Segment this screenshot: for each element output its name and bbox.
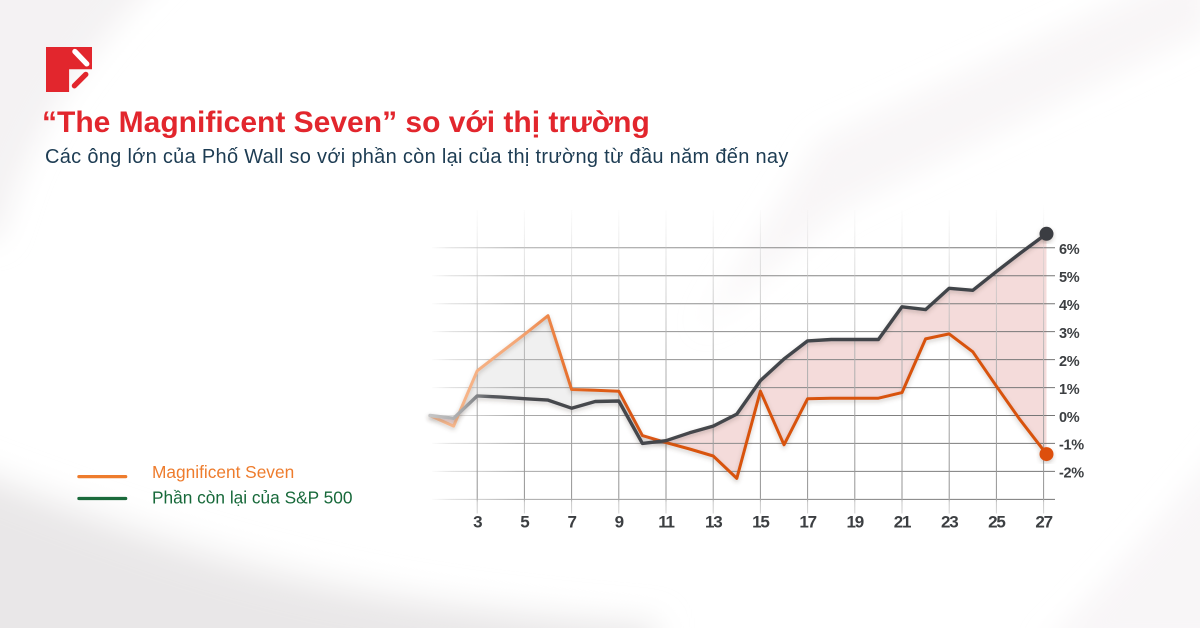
svg-text:3: 3 [473, 513, 482, 532]
svg-text:23: 23 [941, 513, 958, 532]
svg-text:25: 25 [988, 513, 1005, 532]
svg-text:2%: 2% [1059, 354, 1080, 370]
svg-text:Magnificent Seven: Magnificent Seven [152, 462, 294, 482]
svg-text:15: 15 [752, 513, 769, 532]
svg-text:-2%: -2% [1059, 466, 1084, 482]
svg-text:19: 19 [847, 513, 864, 532]
svg-text:4%: 4% [1059, 298, 1080, 314]
svg-text:7: 7 [567, 513, 576, 532]
svg-text:-1%: -1% [1059, 438, 1084, 454]
svg-text:1%: 1% [1059, 382, 1080, 398]
svg-text:11: 11 [658, 513, 674, 532]
svg-text:5%: 5% [1059, 270, 1080, 286]
svg-text:17: 17 [799, 513, 816, 532]
svg-text:21: 21 [894, 513, 911, 532]
svg-text:9: 9 [615, 513, 624, 532]
svg-text:13: 13 [705, 513, 722, 532]
svg-text:6%: 6% [1059, 242, 1080, 258]
svg-text:5: 5 [520, 513, 529, 532]
svg-text:3%: 3% [1059, 326, 1080, 342]
svg-text:27: 27 [1035, 513, 1052, 532]
svg-text:0%: 0% [1059, 410, 1080, 426]
svg-text:Phần còn lại của S&P 500: Phần còn lại của S&P 500 [152, 488, 352, 508]
